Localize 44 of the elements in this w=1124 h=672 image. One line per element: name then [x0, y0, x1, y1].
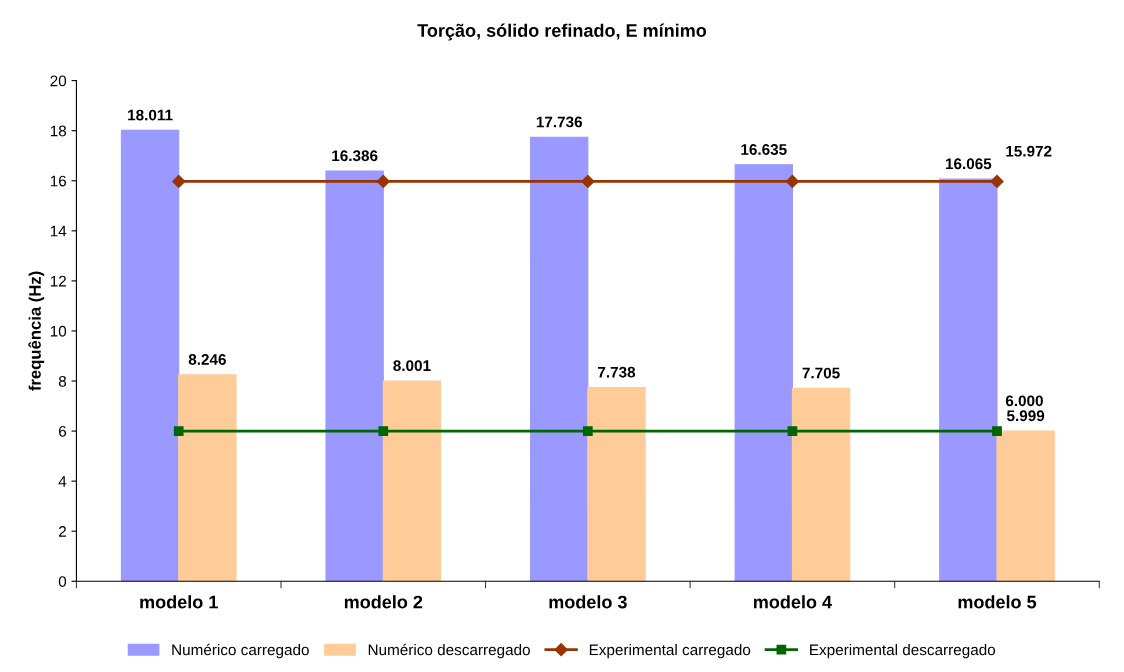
data-label: 6.000	[1005, 395, 1043, 407]
y-tick-label: 8	[58, 375, 67, 387]
bar	[791, 387, 851, 582]
data-label: 16.065	[945, 158, 992, 170]
x-tick-label: modelo 4	[753, 595, 832, 609]
x-tick-label: modelo 1	[140, 595, 218, 609]
bar	[325, 170, 384, 582]
y-tick-label: 12	[50, 275, 66, 287]
y-tick-label: 14	[50, 225, 67, 237]
y-tick-label: 18	[50, 125, 67, 137]
legend-label: Numérico carregado	[172, 643, 309, 659]
data-label: 18.011	[128, 109, 173, 121]
data-label: 8.246	[188, 354, 226, 365]
y-tick-label: 6	[58, 425, 67, 437]
data-label: 16.635	[741, 144, 787, 155]
data-label: 15.972	[1006, 145, 1052, 157]
legend-label: Experimental carregado	[589, 644, 751, 659]
y-tick-label: 4	[58, 476, 67, 487]
x-tick-label: modelo 2	[344, 595, 423, 609]
bar	[178, 374, 237, 582]
chart-title: Torção, sólido refinado, E mínimo	[417, 23, 707, 41]
bar	[120, 129, 180, 582]
y-tick-label: 16	[50, 175, 67, 187]
data-label: 17.736	[536, 116, 583, 128]
data-label: 7.705	[802, 367, 840, 379]
legend-label: Numérico descarregado	[368, 643, 530, 659]
x-tick-label: modelo 3	[549, 595, 627, 609]
bar	[939, 178, 998, 582]
legend-label: Experimental descarregado	[810, 644, 996, 659]
bar	[382, 380, 442, 582]
x-tick-label: modelo 5	[958, 595, 1037, 609]
y-tick-label: 10	[50, 325, 67, 337]
data-label: 16.386	[332, 150, 378, 162]
y-tick-label: 2	[58, 526, 66, 537]
y-tick-label: 20	[50, 75, 67, 87]
data-label: 5.999	[1006, 410, 1045, 422]
data-label: 8.001	[393, 360, 431, 372]
y-tick-label: 0	[58, 576, 67, 587]
bar	[734, 164, 793, 582]
bar	[996, 430, 1055, 582]
y-axis-title: frequência (Hz)	[28, 271, 45, 391]
bar	[530, 136, 589, 582]
bar	[587, 387, 646, 582]
data-label: 7.738	[598, 366, 636, 378]
